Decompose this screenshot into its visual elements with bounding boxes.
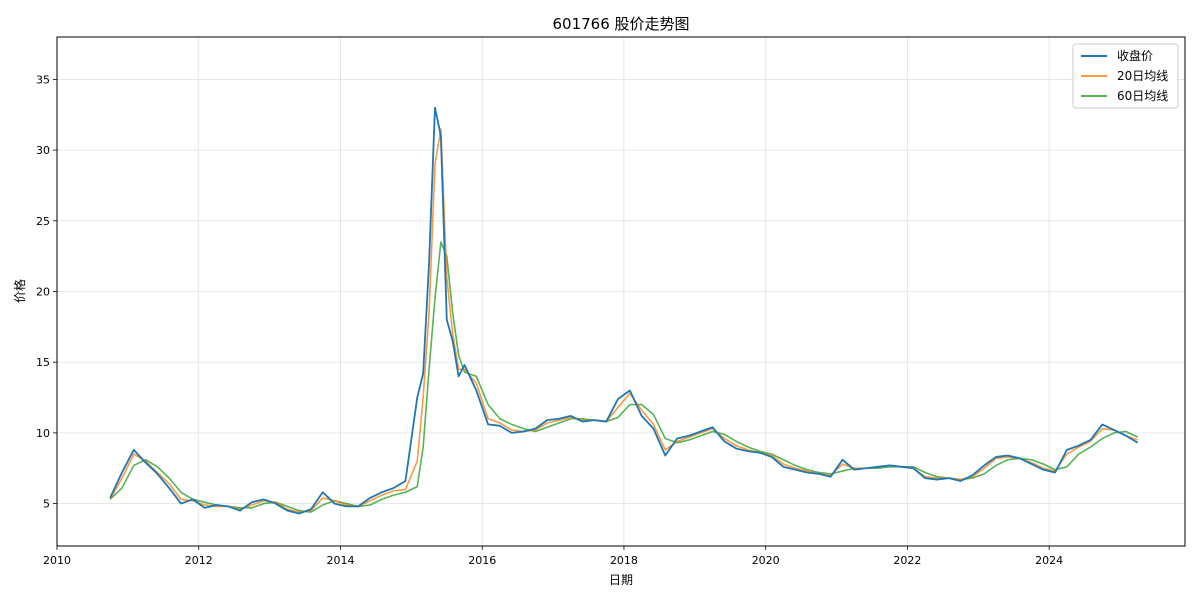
legend-label-ma60: 60日均线 [1117,89,1168,103]
legend-label-ma20: 20日均线 [1117,69,1168,83]
x-tick-label: 2012 [185,554,213,567]
legend: 收盘价 20日均线 60日均线 [1072,43,1179,109]
y-tick-label: 15 [36,356,50,369]
x-tick-label: 2010 [43,554,71,567]
y-tick-label: 20 [36,286,50,299]
close-price-line [109,106,1139,515]
legend-box [1072,43,1179,109]
series-lines [109,106,1139,515]
x-tick-label: 2014 [326,554,354,567]
x-tick-label: 2024 [1035,554,1063,567]
y-tick-label: 10 [36,427,50,440]
y-tick-label: 35 [36,73,50,86]
y-tick-label: 5 [43,498,50,511]
axis-ticks: 2010 2012 2014 2016 2018 2020 2022 2024 5 10 15 20 2… [36,73,1063,567]
x-tick-label: 2022 [893,554,921,567]
grid [56,37,1185,546]
y-axis-label: 价格 [12,279,27,303]
chart-title: 601766 股价走势图 [552,15,689,33]
x-tick-label: 2020 [752,554,780,567]
x-axis-label: 日期 [609,573,633,587]
legend-label-close: 收盘价 [1117,48,1153,63]
x-tick-label: 2016 [468,554,496,567]
y-tick-label: 25 [36,215,50,228]
y-tick-label: 30 [36,144,50,157]
x-tick-label: 2018 [610,554,638,567]
